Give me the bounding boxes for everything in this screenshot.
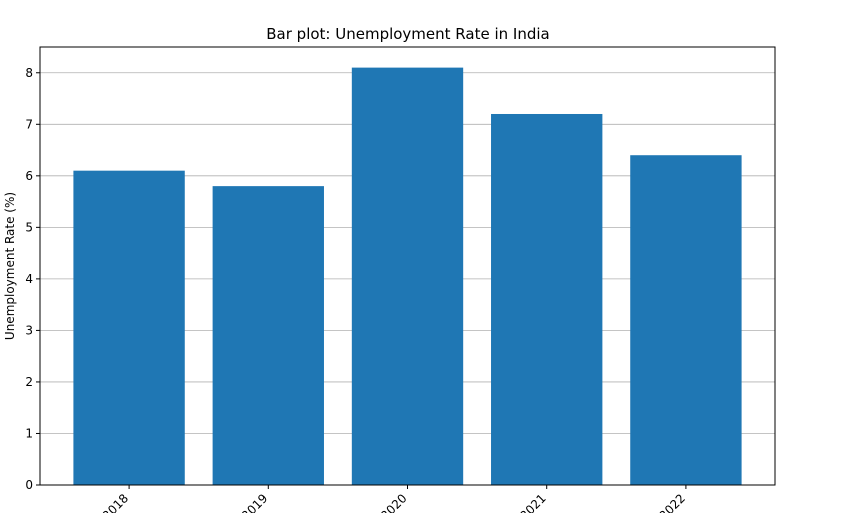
bar [491,113,603,486]
x-tick-label: 2021 [517,491,548,513]
bar [351,67,464,486]
plot-frame [39,46,776,486]
x-tick-label: 2022 [657,491,688,513]
y-tick-label: 1 [25,426,33,440]
y-tick-label: 8 [25,66,33,80]
x-axis-label: Year [394,0,420,2]
bar [630,155,742,485]
bar [212,186,324,486]
y-tick-label: 7 [25,117,33,131]
y-tick-label: 4 [25,272,33,286]
y-tick-label: 2 [25,375,33,389]
x-tick-label: 2019 [239,491,270,513]
y-tick-label: 3 [25,323,33,337]
chart-title: Bar plot: Unemployment Rate in India [266,25,549,43]
y-axis-label: Unemployment Rate (%) [3,192,17,340]
y-tick-label: 6 [25,169,33,183]
y-tick-label: 0 [25,478,33,492]
x-tick-label: 2020 [378,491,409,513]
bar [73,170,185,485]
y-tick-label: 5 [25,220,33,234]
x-tick-label: 2018 [100,491,131,513]
